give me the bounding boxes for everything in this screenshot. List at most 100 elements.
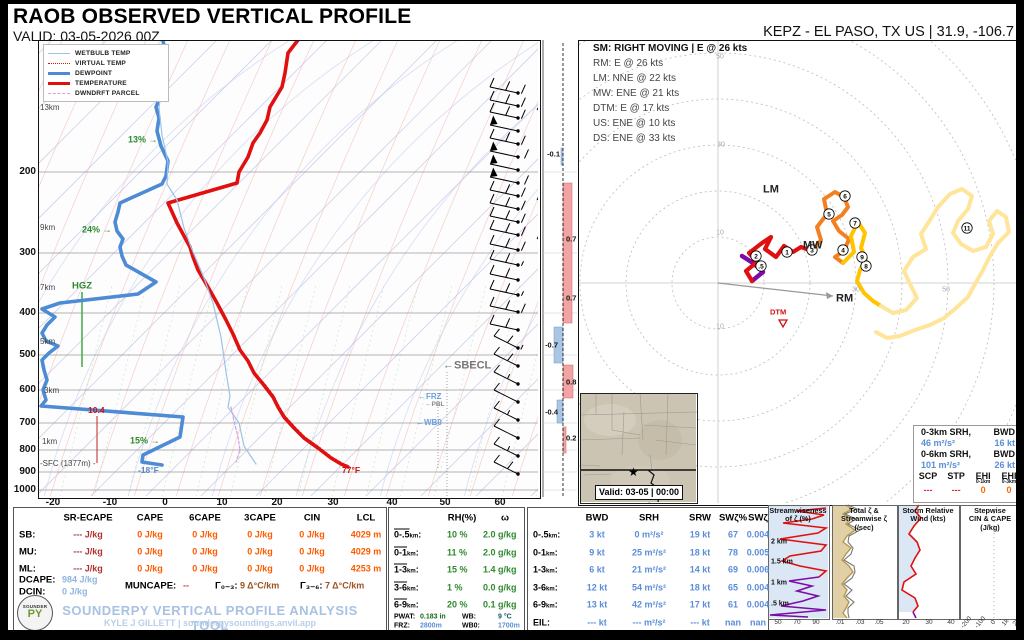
height-label: 7km	[40, 283, 56, 292]
legend-label: TEMPERATURE	[75, 79, 127, 87]
hodo-motion-label-dtm: DTM	[770, 307, 787, 317]
svg-text:11: 11	[964, 225, 971, 232]
scp-label: SCP	[918, 471, 938, 481]
svg-text:5: 5	[827, 211, 831, 218]
skewt-annotation: 15% →	[130, 435, 160, 446]
temp-tick: 50	[439, 497, 451, 508]
profile-dewpoint	[39, 41, 185, 467]
omega-strip	[542, 40, 577, 497]
pressure-tick: 1000	[13, 484, 36, 495]
svg-text:9: 9	[860, 254, 864, 261]
legend-item: WETBULB TEMP	[48, 48, 164, 58]
temp-tick: 40	[386, 497, 398, 508]
mini-panel-tick: -100	[973, 615, 988, 630]
omega-value: 0.8	[566, 377, 577, 387]
legend-label: DEWPOINT	[75, 69, 113, 77]
streamwiseness-line-upper	[779, 507, 829, 578]
hodo-motion-label-rm: RM	[836, 292, 854, 305]
srw-line	[901, 504, 923, 613]
mini-panel-tick: 70	[793, 618, 801, 626]
hodo-trace-0.5-1km	[743, 234, 815, 284]
svg-text:7: 7	[853, 220, 857, 227]
svg-text:6: 6	[843, 193, 847, 200]
height-label: 1km	[42, 437, 58, 446]
pressure-tick: 900	[19, 466, 36, 477]
page-title: RAOB OBSERVED VERTICAL PROFILE	[13, 5, 412, 28]
footer-tool-name: SOUNDERPY VERTICAL PROFILE ANALYSIS TOOL	[62, 603, 358, 633]
svg-text:3: 3	[810, 247, 814, 254]
mini-panel-ylabel: 2 km	[771, 538, 787, 546]
mini-panel-tick: 0	[989, 618, 998, 627]
figure-frame-left	[0, 0, 8, 640]
hodo-ring-label: 10	[716, 229, 724, 237]
height-label: 3km	[44, 386, 60, 395]
legend-label: DWNDRFT PARCEL	[75, 89, 140, 97]
wind-barbs	[489, 77, 538, 476]
temp-tick: -10	[102, 497, 118, 508]
height-label: 13km	[40, 103, 60, 112]
hodo-info-line: DS: ENE @ 33 kts	[593, 133, 676, 144]
skewt-annotation: -18°F	[138, 464, 159, 475]
mini-panel-graphics	[768, 504, 995, 619]
srh-0-6-label: 0-6km SRH,	[921, 449, 972, 459]
mini-panel-tick: .05	[874, 618, 884, 626]
profile-wetbulb	[158, 43, 257, 465]
mini-panel-title: Streamwiseness of ζ (%)	[769, 506, 827, 524]
height-label: 5km	[40, 337, 56, 346]
profile-temperature	[166, 41, 350, 469]
profile-virtual_temp_dotted	[253, 372, 350, 467]
hodo-info-line: SM: RIGHT MOVING | E @ 26 kts	[593, 43, 748, 54]
hodo-motion-label-mw: MW	[803, 239, 823, 252]
stp-value: ---	[951, 485, 961, 495]
temp-tick: 20	[271, 497, 283, 508]
pressure-tick: 500	[19, 349, 36, 360]
hodo-ring-label: 10	[716, 323, 724, 331]
legend-label: VIRTUAL TEMP	[75, 59, 126, 67]
station-id: KEPZ - EL PASO, TX US | 31.9, -106.7	[763, 24, 1014, 40]
mini-panel-tick: 30	[925, 618, 933, 626]
profile-dwndrft_parcel	[230, 406, 241, 463]
bwd-0-6-label: BWD	[993, 449, 1016, 459]
footer-credit: KYLE J GILLETT | sounderpysoundings.anvi…	[103, 618, 317, 628]
pressure-tick: 400	[19, 307, 36, 318]
svg-text:8: 8	[864, 263, 868, 270]
skewt-annotation: 13% →	[128, 134, 158, 145]
skewt-annotation: ←FRZ	[418, 392, 442, 401]
hodo-ring-label: 30	[852, 286, 860, 294]
srh-0-3-label: 0-3km SRH,	[921, 427, 972, 437]
thermodynamics-table	[13, 507, 387, 633]
mini-panel-tick: -200	[959, 615, 974, 630]
legend-label: WETBULB TEMP	[75, 49, 131, 57]
mini-panel-title: Stepwise CIN & CAPE (J/kg)	[968, 506, 1012, 532]
height-label: -SFC (1377m) -	[40, 459, 96, 468]
ehi3-label: EHI 0-3km	[1001, 471, 1017, 485]
srh-bwd-summary: 0-3km SRH, BWD 46 m²/s² 16 kt 0-6km SRH, BW…	[913, 425, 1023, 503]
legend-item: DEWPOINT	[48, 68, 164, 78]
temp-tick: -20	[45, 497, 61, 508]
bwd-0-3-value: 16 kt	[994, 438, 1015, 448]
legend-item: DWNDRFT PARCEL	[48, 88, 164, 98]
mini-panel-title: Storm Relative Wind (kts)	[902, 506, 954, 524]
skewt-annotation: ←PBL	[425, 400, 445, 408]
legend-swatch-icon	[48, 52, 70, 54]
hodo-info-line: US: ENE @ 10 kts	[593, 118, 676, 129]
omega-value: 0.7	[566, 234, 577, 244]
streamwise-vorticity-line	[843, 504, 862, 619]
map-valid-tag: Valid: 03-05 | 00:00	[595, 485, 683, 500]
hodo-info-line: RM: E @ 26 kts	[593, 58, 664, 69]
skewt-background	[39, 41, 538, 496]
mini-panel-tick: .03	[855, 618, 865, 626]
pressure-tick: 600	[19, 384, 36, 395]
skewt-annotation: HGZ	[72, 280, 93, 292]
mini-panel-ylabel: .5 km	[771, 600, 789, 608]
skewt-annotation: 10.4	[88, 404, 105, 415]
pressure-tick: 200	[19, 166, 36, 177]
figure-frame-right	[1016, 0, 1024, 640]
temp-tick: 60	[494, 497, 506, 508]
ehi3-value: 0	[1006, 485, 1012, 495]
hodo-ring-label: 50	[716, 53, 724, 61]
hodo-info-line: DTM: E @ 17 kts	[593, 103, 670, 114]
svg-text:1: 1	[785, 249, 789, 256]
